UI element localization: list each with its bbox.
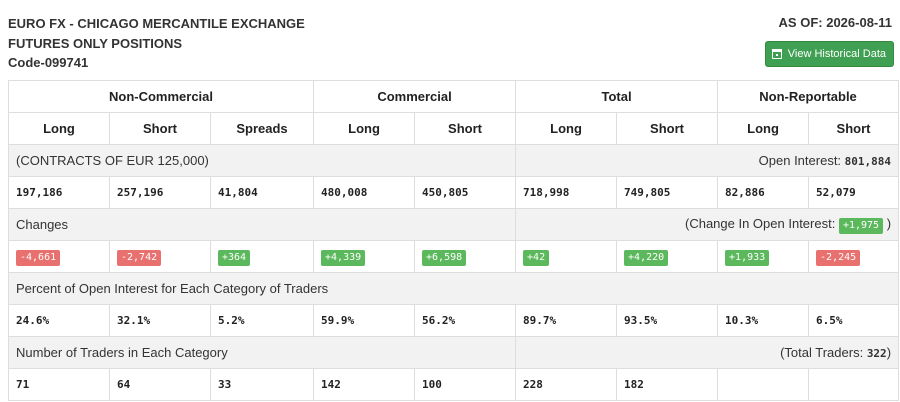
open-interest-value: 801,884: [844, 155, 892, 168]
contract-code: Code-099741: [8, 55, 89, 70]
table-cell: 59.9%: [313, 304, 416, 337]
table-cell: 93.5%: [616, 304, 719, 337]
change-oi-label: (Change In Open Interest:: [685, 215, 836, 231]
col-noncomm-spreads: Spreads: [209, 112, 315, 145]
contracts-section-row: (CONTRACTS OF EUR 125,000) Open Interest…: [7, 144, 900, 177]
table-cell: 749,805: [616, 176, 719, 209]
contracts-values-row: 197,186 257,196 41,804 480,008 450,805 7…: [8, 176, 900, 209]
traders-section-row: Number of Traders in Each Category (Tota…: [7, 336, 900, 369]
group-total: Total: [515, 80, 719, 113]
change-badge: +364: [218, 249, 251, 266]
total-traders-close: ): [886, 345, 892, 360]
table-cell: 228: [515, 368, 618, 401]
table-cell: +364: [209, 240, 315, 273]
table-cell: +42: [515, 240, 618, 273]
table-cell: [808, 368, 900, 401]
view-historical-data-button[interactable]: View Historical Data: [764, 41, 894, 67]
table-cell: +6,598: [414, 240, 517, 273]
table-cell: 56.2%: [414, 304, 517, 337]
title-line-2: FUTURES ONLY POSITIONS: [8, 35, 183, 51]
table-cell: -4,661: [8, 240, 110, 273]
table-cell: 64: [109, 368, 211, 401]
table-cell: 6.5%: [808, 304, 900, 337]
table-cell: 32.1%: [109, 304, 211, 337]
table-cell: -2,245: [808, 240, 900, 273]
col-nonrep-long: Long: [717, 112, 810, 145]
table-cell: 89.7%: [515, 304, 618, 337]
table-cell: 142: [313, 368, 416, 401]
traders-label: Number of Traders in Each Category: [7, 336, 517, 369]
report-header: EURO FX - CHICAGO MERCANTILE EXCHANGE FU…: [0, 0, 900, 80]
group-header-row: Non-Commercial Commercial Total Non-Repo…: [7, 80, 900, 113]
change-oi-badge: +1,975: [838, 217, 884, 234]
percent-section-row: Percent of Open Interest for Each Catego…: [7, 272, 900, 305]
table-cell: 10.3%: [717, 304, 810, 337]
changes-values-row: -4,661 -2,742 +364 +4,339 +6,598 +42 +4,…: [8, 240, 900, 273]
changes-section-row: Changes (Change In Open Interest: +1,975…: [7, 208, 900, 241]
change-badge: +4,339: [321, 249, 366, 266]
table-cell: +4,220: [616, 240, 719, 273]
table-cell: 41,804: [209, 176, 315, 209]
table-cell: 718,998: [515, 176, 618, 209]
table-cell: 82,886: [717, 176, 810, 209]
table-cell: 24.6%: [8, 304, 110, 337]
changes-label: Changes: [7, 208, 517, 241]
col-nonrep-short: Short: [808, 112, 900, 145]
table-cell: [717, 368, 810, 401]
title-line-1: EURO FX - CHICAGO MERCANTILE EXCHANGE: [8, 16, 305, 31]
change-badge: +1,933: [725, 249, 770, 266]
change-in-open-interest: (Change In Open Interest: +1,975 ): [515, 208, 900, 241]
table-cell: +1,933: [717, 240, 810, 273]
group-non-commercial: Non-Commercial: [7, 80, 315, 113]
change-badge: -2,742: [117, 249, 162, 266]
change-oi-close: ): [886, 215, 892, 231]
col-comm-long: Long: [313, 112, 416, 145]
as-of-date: AS OF: 2026-08-11: [778, 15, 892, 30]
table-cell: 257,196: [109, 176, 211, 209]
col-total-short: Short: [616, 112, 719, 145]
total-traders: (Total Traders: 322): [515, 336, 900, 369]
col-total-long: Long: [515, 112, 618, 145]
table-cell: 197,186: [8, 176, 110, 209]
report-title: EURO FX - CHICAGO MERCANTILE EXCHANGE FU…: [8, 14, 305, 73]
col-comm-short: Short: [414, 112, 517, 145]
group-non-reportable: Non-Reportable: [717, 80, 900, 113]
change-badge: -4,661: [16, 249, 61, 266]
view-historical-data-label: View Historical Data: [787, 48, 886, 60]
table-cell: 5.2%: [209, 304, 315, 337]
table-cell: 182: [616, 368, 719, 401]
percent-values-row: 24.6% 32.1% 5.2% 59.9% 56.2% 89.7% 93.5%…: [8, 304, 900, 337]
table-cell: -2,742: [109, 240, 211, 273]
table-cell: 100: [414, 368, 517, 401]
column-header-row: Long Short Spreads Long Short Long Short…: [8, 112, 900, 145]
total-traders-value: 322: [866, 347, 887, 360]
table-cell: 71: [8, 368, 110, 401]
table-cell: 450,805: [414, 176, 517, 209]
contracts-label: (CONTRACTS OF EUR 125,000): [7, 144, 517, 177]
table-cell: 52,079: [808, 176, 900, 209]
traders-values-row: 71 64 33 142 100 228 182: [8, 368, 900, 401]
cot-positions-table: Non-Commercial Commercial Total Non-Repo…: [7, 80, 900, 401]
col-noncomm-short: Short: [109, 112, 211, 145]
total-traders-label: (Total Traders:: [780, 345, 864, 360]
calendar-icon: [771, 49, 782, 59]
group-commercial: Commercial: [313, 80, 517, 113]
change-badge: +42: [523, 249, 550, 266]
table-cell: 33: [209, 368, 315, 401]
table-cell: 480,008: [313, 176, 416, 209]
change-badge: -2,245: [816, 249, 861, 266]
open-interest-label: Open Interest:: [758, 153, 842, 168]
percent-label: Percent of Open Interest for Each Catego…: [7, 272, 900, 305]
change-badge: +4,220: [624, 249, 669, 266]
open-interest: Open Interest: 801,884: [515, 144, 900, 177]
change-badge: +6,598: [422, 249, 467, 266]
col-noncomm-long: Long: [8, 112, 110, 145]
table-cell: +4,339: [313, 240, 416, 273]
